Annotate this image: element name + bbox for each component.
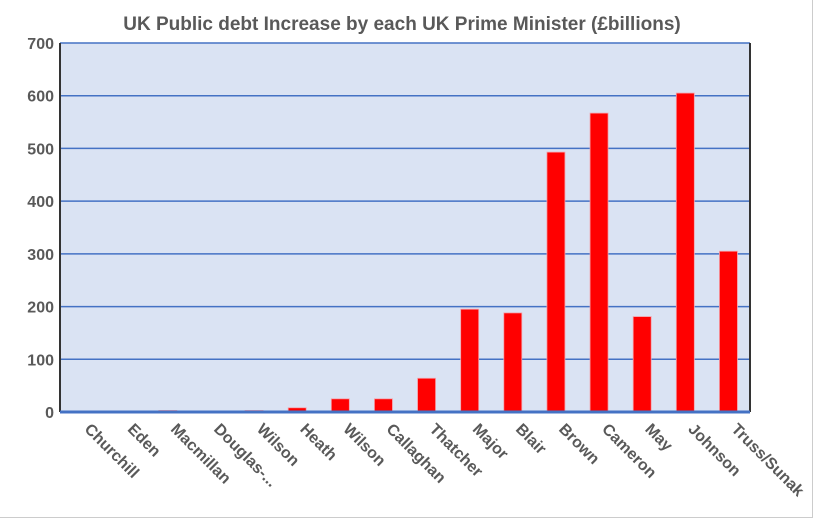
x-tick-label: Wilson: [339, 421, 388, 470]
y-tick-label: 300: [27, 247, 54, 264]
y-tick-label: 700: [27, 36, 54, 53]
x-tick-label: Eden: [124, 421, 164, 461]
y-tick-label: 200: [27, 300, 54, 317]
x-tick-label: Truss/Sunak: [728, 421, 807, 500]
x-tick-label: Major: [469, 421, 511, 463]
bar: [546, 151, 566, 413]
chart-title: UK Public debt Increase by each UK Prime…: [123, 14, 680, 35]
y-tick-label: 600: [27, 89, 54, 106]
bar: [374, 398, 393, 413]
x-tick-label: Heath: [296, 421, 339, 464]
y-tick-label: 500: [27, 141, 54, 158]
bar: [719, 250, 738, 413]
y-tick-label: 0: [45, 405, 54, 422]
bar: [460, 308, 480, 413]
x-tick-label: Blair: [512, 421, 549, 458]
y-tick-label: 400: [27, 194, 54, 211]
bar: [503, 312, 523, 413]
bar: [675, 92, 695, 413]
x-tick-label: Brown: [555, 421, 602, 468]
bar: [417, 377, 436, 413]
bar: [330, 398, 350, 413]
y-tick-label: 100: [27, 352, 54, 369]
x-tick-label: May: [641, 421, 675, 455]
bar: [632, 316, 652, 413]
bar: [589, 112, 609, 413]
